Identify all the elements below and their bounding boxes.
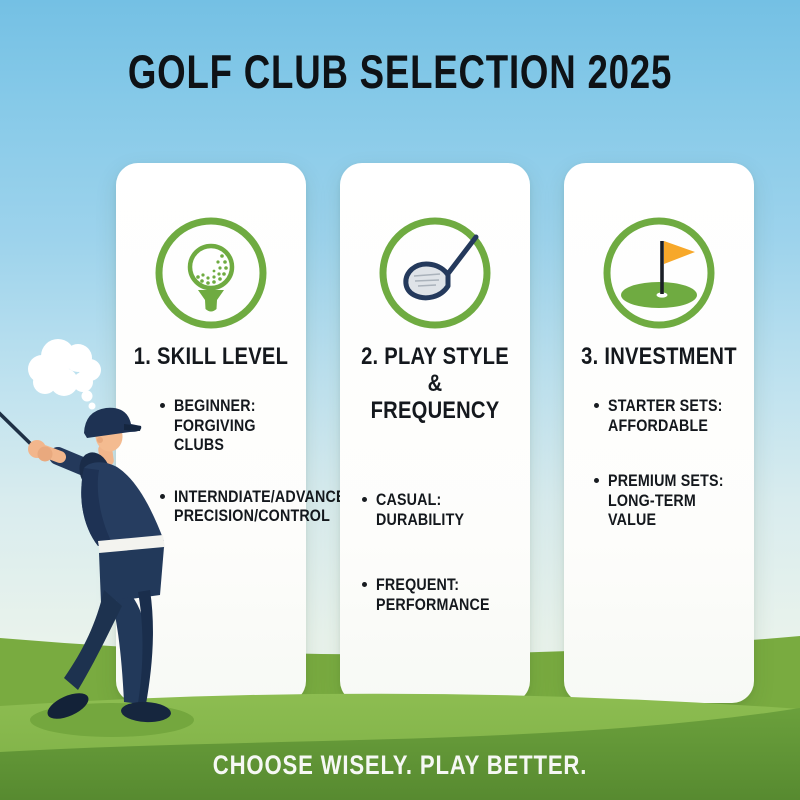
bullet-dot — [594, 478, 599, 483]
thought-bubble-icon — [28, 339, 101, 410]
golfer-cap — [84, 407, 142, 438]
bullet-item: PREMIUM SETS: LONG-TERM VALUE — [564, 471, 754, 530]
bullet-item: FREQUENT: PERFORMANCE — [340, 575, 530, 614]
bullet-text: BEGINNER: FORGIVING CLUBS — [174, 396, 256, 454]
bullet-text: CASUAL: DURABILITY — [376, 490, 465, 529]
bullet-list: STARTER SETS: AFFORDABLE PREMIUM SETS: L… — [564, 396, 754, 530]
bullet-item: BEGINNER: FORGIVING CLUBS — [116, 396, 306, 455]
golf-ball-on-tee-icon — [153, 215, 269, 331]
card-title: 1. SKILL LEVEL — [133, 343, 289, 370]
golf-green-flag-icon — [601, 215, 717, 331]
golfer-illustration — [0, 339, 171, 723]
golf-club-iron-icon — [377, 215, 493, 331]
card-investment: 3. INVESTMENT STARTER SETS: AFFORDABLE P… — [564, 163, 754, 703]
footer-tagline: CHOOSE WISELY. PLAY BETTER. — [212, 750, 588, 780]
card-title: 2. PLAY STYLE & FREQUENCY — [361, 343, 509, 424]
bullet-text: FREQUENT: PERFORMANCE — [376, 575, 490, 614]
card-play-style: 2. PLAY STYLE & FREQUENCY CASUAL: DURABI… — [340, 163, 530, 703]
bullet-dot — [160, 493, 165, 499]
bullet-dot — [160, 403, 165, 408]
bullet-item: STARTER SETS: AFFORDABLE — [564, 396, 754, 435]
card-title: 3. INVESTMENT — [581, 343, 737, 370]
bullet-dot — [594, 403, 599, 408]
bullet-list: CASUAL: DURABILITY FREQUENT: PERFORMANCE — [340, 490, 530, 614]
bullet-dot — [362, 582, 367, 587]
page-title: GOLF CLUB SELECTION 2025 — [127, 45, 673, 98]
bullet-dot — [362, 497, 367, 502]
bullet-text: STARTER SETS: AFFORDABLE — [608, 396, 723, 435]
bullet-item: CASUAL: DURABILITY — [340, 490, 530, 529]
bullet-text: PREMIUM SETS: LONG-TERM VALUE — [608, 471, 724, 529]
